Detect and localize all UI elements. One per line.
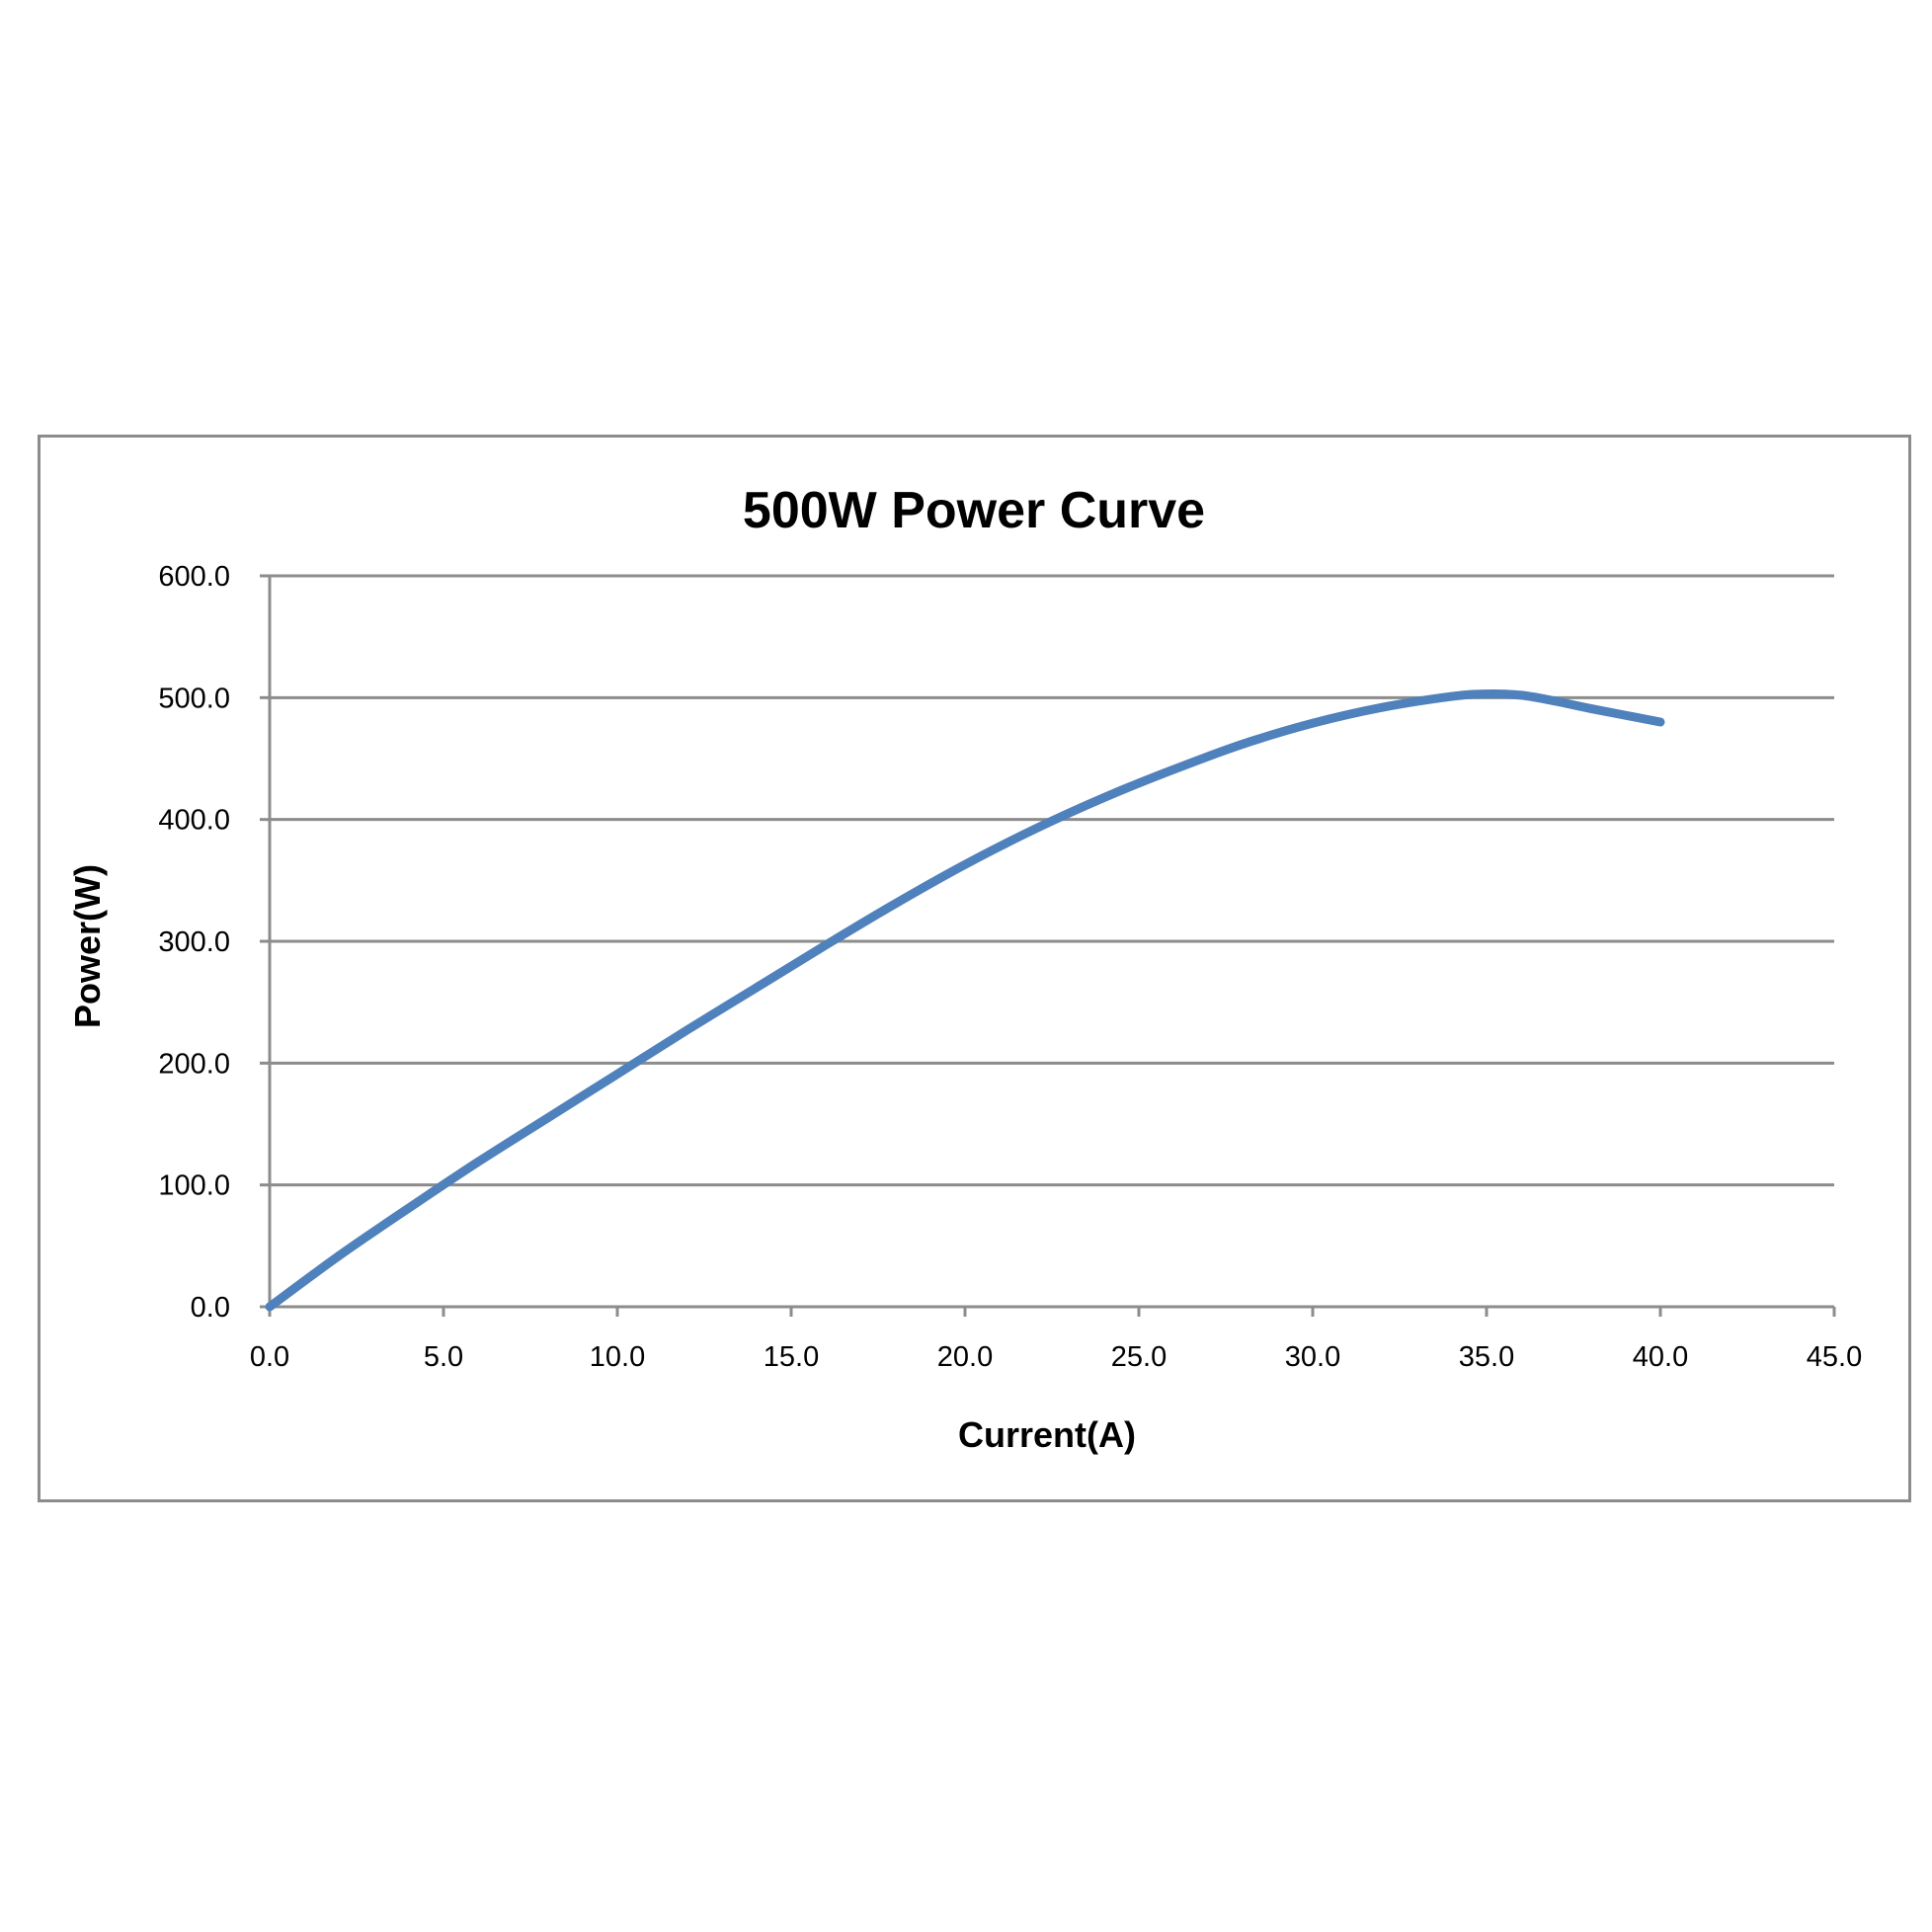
x-tick-label: 40.0 bbox=[1633, 1341, 1688, 1373]
x-tick-labels: 0.0 5.0 10.0 15.0 20.0 25.0 30.0 35.0 40.0 45.0 bbox=[250, 1341, 1862, 1373]
y-tick-label: 500.0 bbox=[158, 683, 230, 714]
series-layer bbox=[265, 689, 1665, 1312]
x-tick-label: 10.0 bbox=[590, 1341, 645, 1373]
y-tick-label: 0.0 bbox=[191, 1292, 230, 1324]
y-tick-label: 400.0 bbox=[158, 805, 230, 837]
y-tick-label: 100.0 bbox=[158, 1170, 230, 1202]
chart-title: 500W Power Curve bbox=[743, 482, 1205, 539]
x-tick-label: 5.0 bbox=[424, 1341, 463, 1373]
x-axis-label: Current(A) bbox=[958, 1414, 1136, 1455]
axis-layer bbox=[260, 574, 1836, 1317]
y-tick-labels: 0.0 100.0 200.0 300.0 400.0 500.0 600.0 bbox=[158, 561, 230, 1324]
x-tick-label: 0.0 bbox=[250, 1341, 289, 1373]
y-tick-label: 600.0 bbox=[158, 561, 230, 593]
x-tick-label: 15.0 bbox=[764, 1341, 819, 1373]
x-tick-label: 45.0 bbox=[1807, 1341, 1862, 1373]
series-line-0 bbox=[265, 689, 1665, 1312]
y-tick-label: 200.0 bbox=[158, 1048, 230, 1080]
y-tick-label: 300.0 bbox=[158, 926, 230, 958]
y-axis-label: Power(W) bbox=[67, 864, 108, 1028]
chart-svg: 500W Power Curve 0.0 100.0 200.0 300.0 400.0… bbox=[67, 482, 1862, 1455]
x-tick-label: 30.0 bbox=[1285, 1341, 1340, 1373]
grid-layer bbox=[270, 574, 1834, 1187]
x-tick-label: 25.0 bbox=[1111, 1341, 1167, 1373]
chart-frame: 500W Power Curve 0.0 100.0 200.0 300.0 400.0… bbox=[38, 435, 1911, 1502]
x-tick-label: 20.0 bbox=[937, 1341, 993, 1373]
x-tick-label: 35.0 bbox=[1459, 1341, 1514, 1373]
